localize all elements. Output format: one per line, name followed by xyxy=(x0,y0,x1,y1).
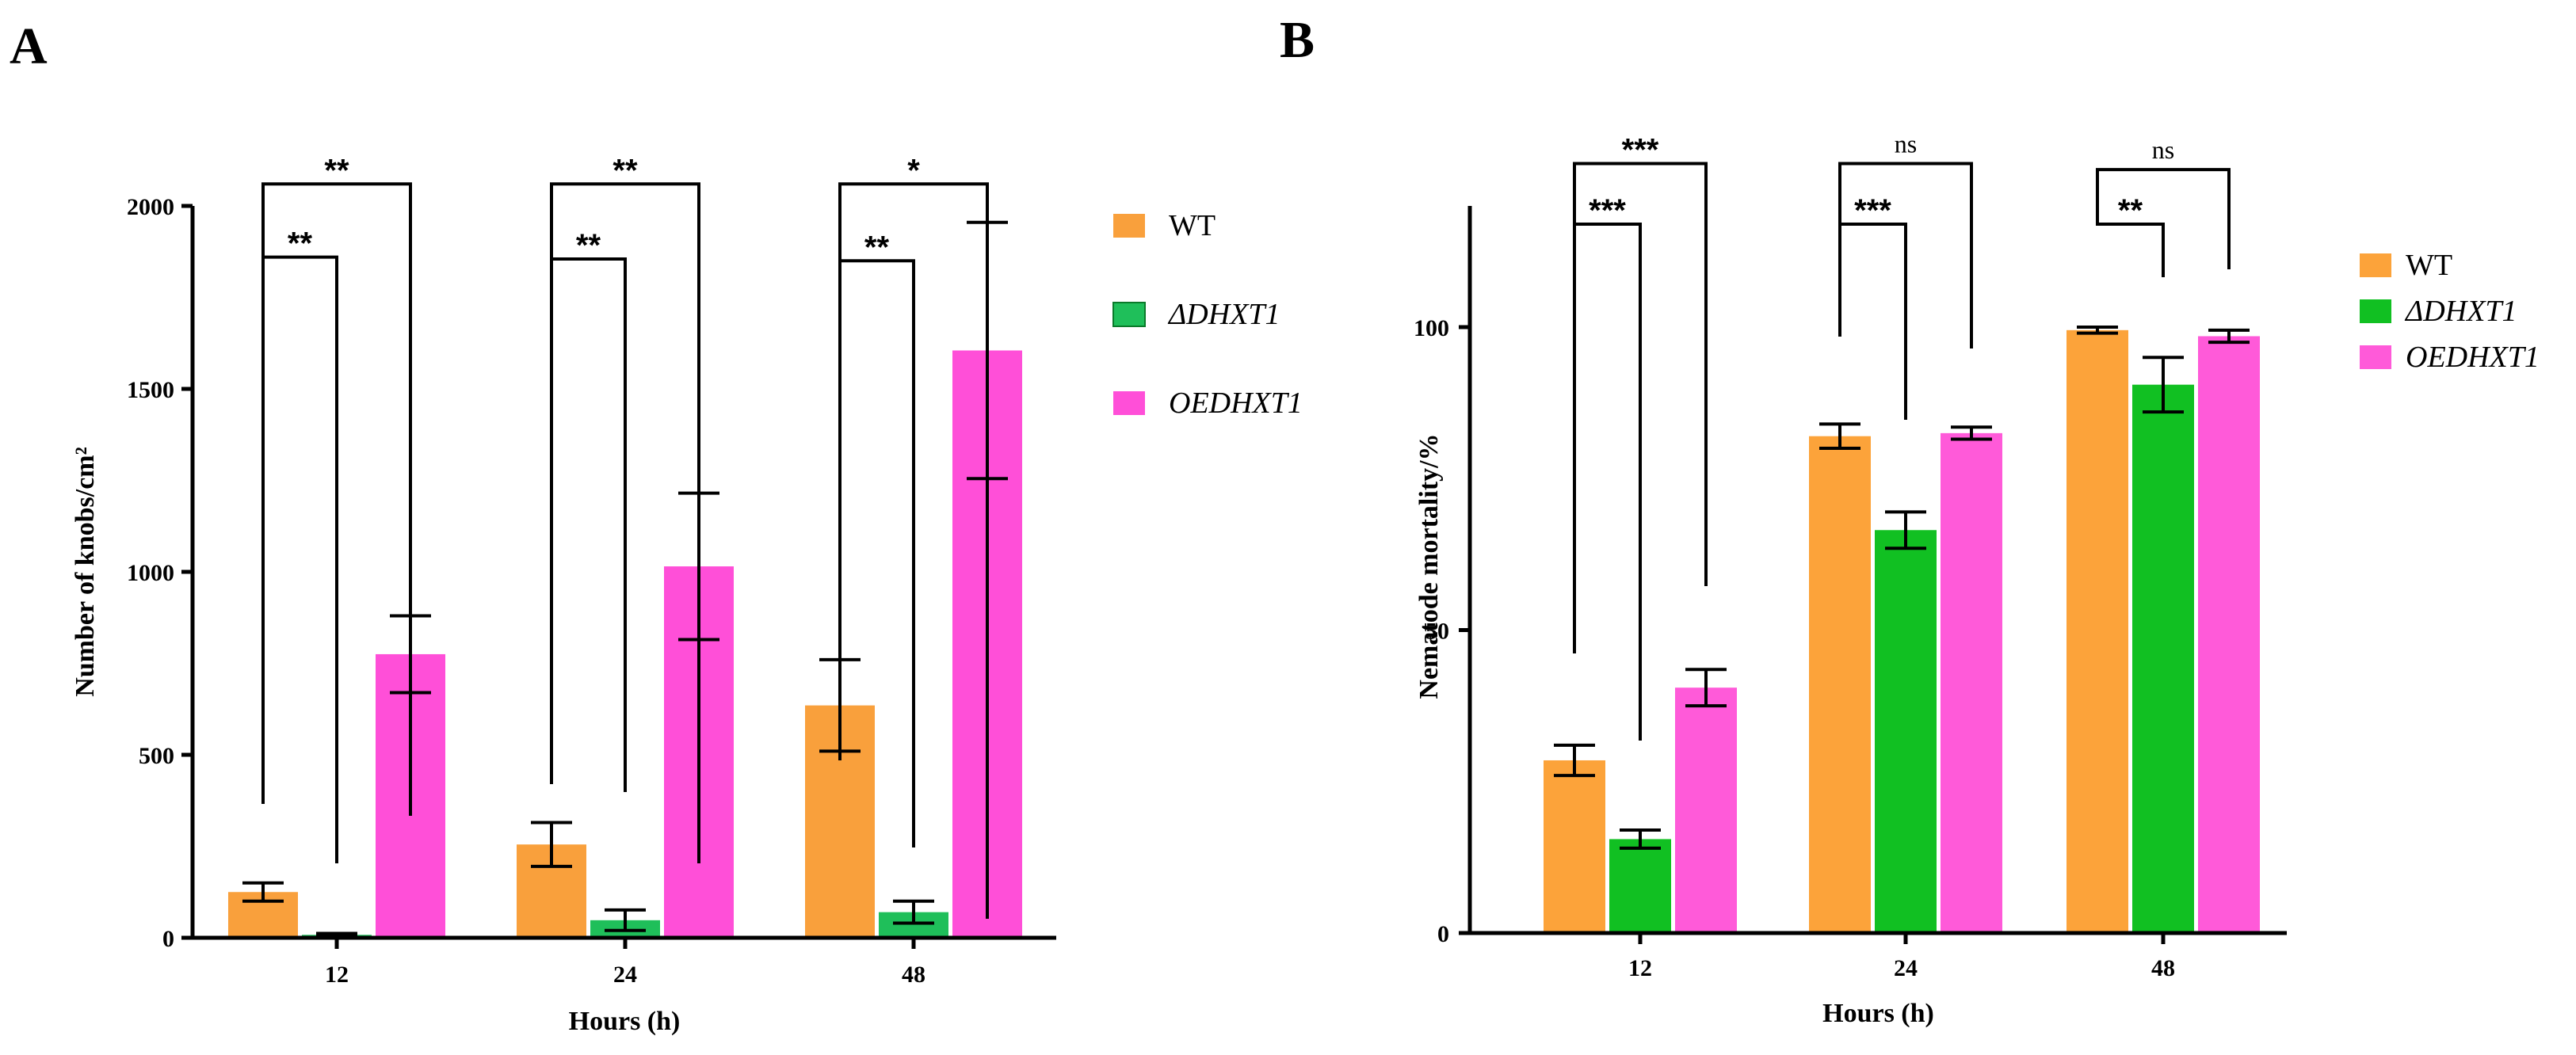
x-tick-label-b-12: 12 xyxy=(1628,955,1652,981)
significance-bracket-b-12-1: *** xyxy=(1573,193,1642,741)
significance-bracket-a-24-1: ** xyxy=(550,228,627,792)
x-tick-label-a-24: 24 xyxy=(613,962,637,988)
significance-label-a-24-2: ** xyxy=(613,153,638,188)
error-bar-a-1-2 xyxy=(893,899,934,925)
significance-label-b-48-1: ** xyxy=(2118,193,2143,228)
legend-label-b-2: OEDHXT1 xyxy=(2406,341,2540,374)
x-tick-label-a-12: 12 xyxy=(325,962,349,988)
x-tick-label-b-48: 48 xyxy=(2151,955,2175,981)
significance-bracket-a-48-2: * xyxy=(838,153,989,919)
error-bar-a-1-1 xyxy=(605,908,646,932)
y-axis-label-b: Nematode mortality/% xyxy=(1414,433,1444,699)
legend-item-b-2: OEDHXT1 xyxy=(2360,341,2540,374)
bar-b-OEDHXT1-24 xyxy=(1941,432,2002,933)
legend-item-a-2: OEDHXT1 xyxy=(1113,387,1303,420)
significance-bracket-b-12-2: *** xyxy=(1573,132,1708,653)
legend-swatch-a-0 xyxy=(1113,214,1145,238)
legend-item-a-0: WT xyxy=(1113,209,1215,242)
significance-bracket-b-24-2: ns xyxy=(1838,129,1973,348)
panel-letter-b: B xyxy=(1280,11,1315,69)
significance-label-b-24-2: ns xyxy=(1895,129,1917,158)
x-tick-label-a-48: 48 xyxy=(902,962,925,988)
bar-b-OEDHXT1-48 xyxy=(2198,336,2260,934)
panel-letter-a: A xyxy=(10,17,48,75)
error-bar-b-1-1 xyxy=(1885,510,1926,550)
legend-swatch-b-2 xyxy=(2360,345,2391,369)
significance-bracket-a-12-1: ** xyxy=(261,227,338,863)
error-bar-b-2-2 xyxy=(2208,328,2250,345)
significance-label-a-48-1: ** xyxy=(864,230,890,265)
legend-swatch-b-0 xyxy=(2360,253,2391,277)
error-bar-b-0-0 xyxy=(1554,743,1595,778)
y-tick-label-b-50: 50 xyxy=(1425,619,1449,645)
legend-swatch-a-2 xyxy=(1113,391,1145,415)
y-tick-label-a-1000: 1000 xyxy=(127,560,174,586)
error-bar-b-2-0 xyxy=(1685,668,1727,708)
y-tick-label-a-500: 500 xyxy=(139,743,174,769)
y-axis-label-a: Number of knobs/cm² xyxy=(71,447,100,697)
error-bar-b-0-2 xyxy=(2077,326,2118,335)
chart-panel-b: 0 50 100 12 24 48 Hours (h) Nematode mortality/… xyxy=(1414,129,2540,1028)
significance-bracket-a-24-2: ** xyxy=(550,153,700,863)
significance-bracket-b-48-2: ns xyxy=(2096,135,2231,269)
legend-label-b-1: ΔDHXT1 xyxy=(2404,295,2517,328)
legend-swatch-b-1 xyxy=(2360,299,2391,323)
x-axis-label-b: Hours (h) xyxy=(1822,999,1934,1028)
significance-bracket-b-48-1: ** xyxy=(2096,186,2165,277)
y-tick-label-a-2000: 2000 xyxy=(127,194,174,220)
bar-b-OEDHXT1-12 xyxy=(1675,687,1737,933)
legend-swatch-a-1 xyxy=(1112,302,1146,327)
y-tick-label-a-1500: 1500 xyxy=(127,377,174,403)
significance-label-a-24-1: ** xyxy=(576,228,601,263)
bar-b-WT-48 xyxy=(2067,329,2128,933)
significance-label-a-12-1: ** xyxy=(288,227,313,261)
x-tick-label-b-24: 24 xyxy=(1894,955,1918,981)
legend-item-b-1: ΔDHXT1 xyxy=(2360,295,2517,328)
legend-item-b-0: WT xyxy=(2360,249,2452,282)
error-bar-a-0-1 xyxy=(531,821,572,868)
y-tick-label-b-0: 0 xyxy=(1437,921,1449,947)
bar-b-DHXT1-24 xyxy=(1875,530,1937,933)
y-tick-label-b-100: 100 xyxy=(1414,315,1449,341)
error-bar-b-2-1 xyxy=(1951,425,1992,441)
y-tick-label-a-0: 0 xyxy=(162,926,174,952)
bar-b-DHXT1-48 xyxy=(2132,384,2194,933)
error-bar-a-0-0 xyxy=(242,881,284,903)
legend-label-a-0: WT xyxy=(1169,209,1215,242)
error-bar-b-1-2 xyxy=(2143,356,2184,414)
significance-label-b-12-1: *** xyxy=(1589,193,1626,228)
legend-label-a-2: OEDHXT1 xyxy=(1169,387,1303,420)
bar-b-DHXT1-12 xyxy=(1609,839,1671,933)
bar-b-WT-12 xyxy=(1544,760,1605,933)
significance-label-b-24-1: *** xyxy=(1854,193,1891,228)
x-axis-label-a: Hours (h) xyxy=(569,1007,681,1036)
legend-label-b-0: WT xyxy=(2406,249,2452,282)
significance-label-b-48-2: ns xyxy=(2152,135,2174,164)
significance-label-b-12-2: *** xyxy=(1622,132,1659,167)
bar-b-WT-24 xyxy=(1809,436,1871,933)
chart-panel-a: 0 500 1000 1500 2000 12 24 48 Hours (h) Number of… xyxy=(71,153,1303,1036)
legend-item-a-1: ΔDHXT1 xyxy=(1112,298,1280,331)
significance-label-a-12-2: ** xyxy=(324,153,349,188)
significance-label-a-48-2: * xyxy=(907,153,920,188)
significance-bracket-b-24-1: *** xyxy=(1838,193,1907,420)
error-bar-b-0-1 xyxy=(1819,422,1860,450)
legend-label-a-1: ΔDHXT1 xyxy=(1167,298,1280,331)
significance-bracket-a-12-2: ** xyxy=(261,153,412,816)
error-bar-b-1-0 xyxy=(1620,828,1661,850)
